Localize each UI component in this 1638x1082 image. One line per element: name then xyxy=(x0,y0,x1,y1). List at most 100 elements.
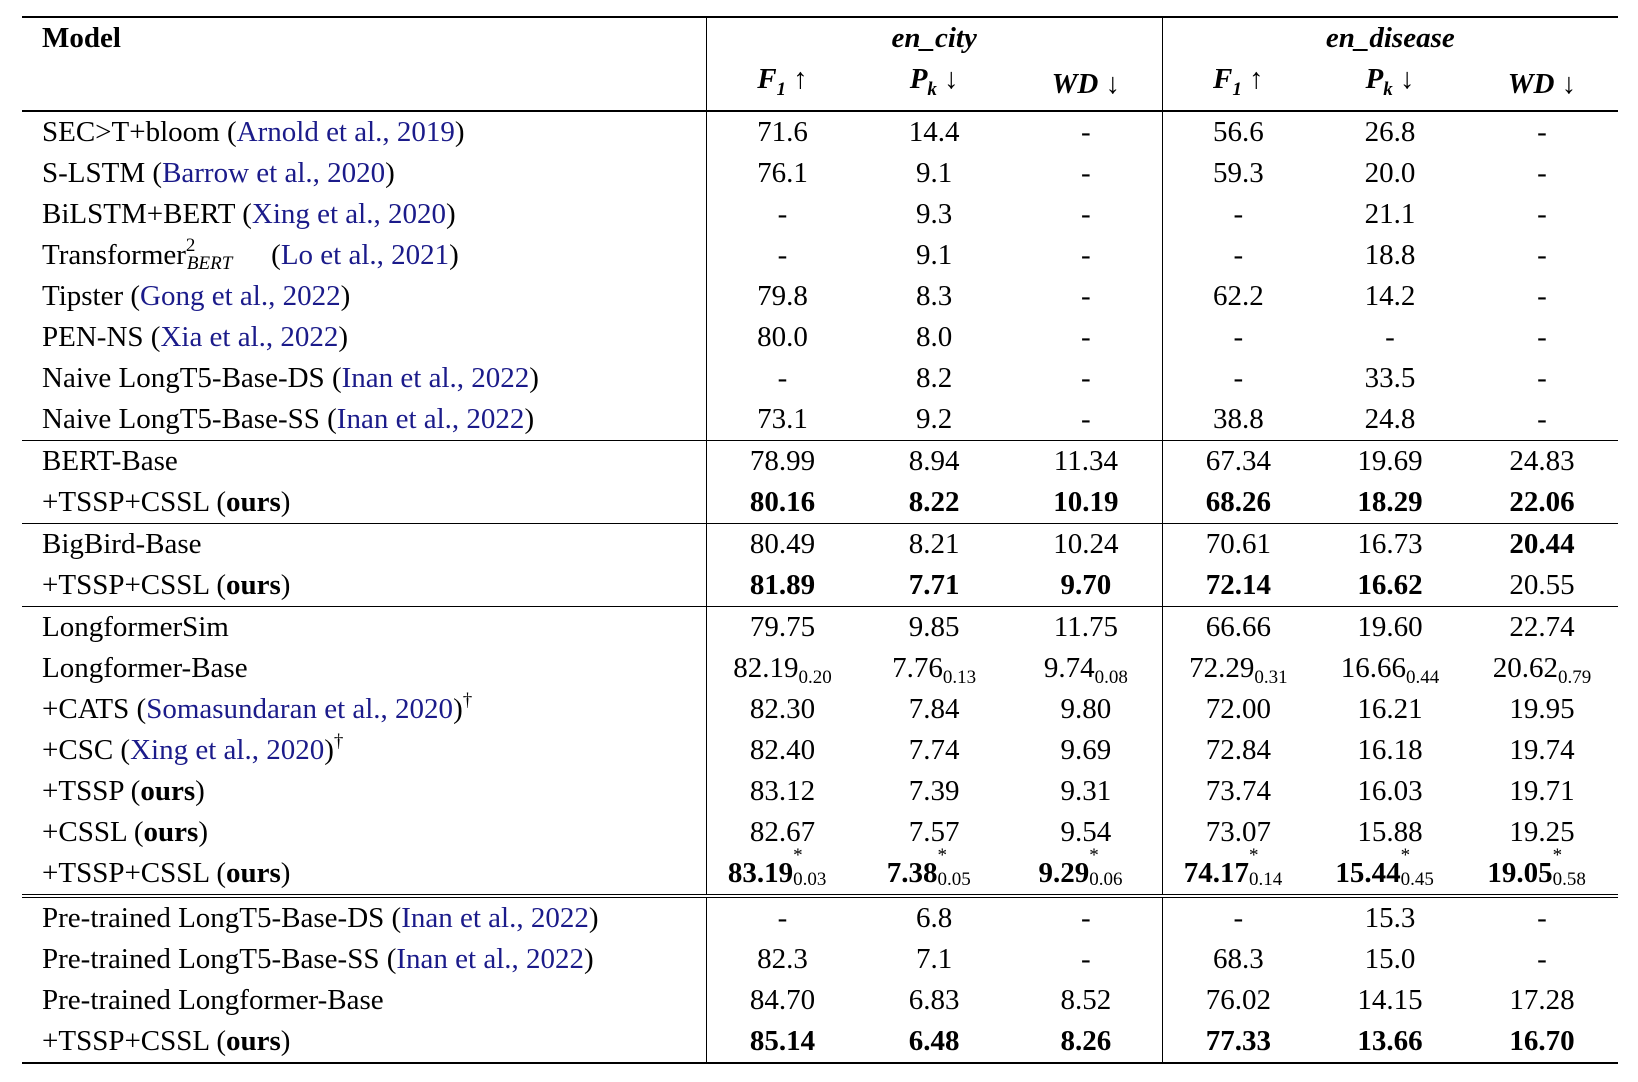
value-cell: - xyxy=(1465,893,1618,939)
value-cell: 7.57 xyxy=(858,812,1010,853)
value-cell: 62.2 xyxy=(1161,275,1315,317)
significance-star: * xyxy=(793,844,803,866)
std-value: 0.06 xyxy=(1089,868,1123,890)
model-name: Pre-trained Longformer-Base xyxy=(42,983,384,1016)
value: 11.75 xyxy=(1053,610,1118,643)
value: 18.8 xyxy=(1364,238,1416,271)
value: 9.2 xyxy=(916,402,953,435)
model-name-cell: BigBird-Base xyxy=(22,522,707,565)
value: 16.70 xyxy=(1509,1024,1575,1057)
value-cell: - xyxy=(705,357,859,399)
value-cell: 77.33 xyxy=(1161,1020,1315,1064)
value-cell: 72.14 xyxy=(1161,564,1315,607)
citation-link: Gong et al., 2022 xyxy=(140,279,341,312)
value: 9.3 xyxy=(916,197,953,230)
value-cell: 15.44 * 0.45 xyxy=(1314,846,1466,896)
value-cell: 73.74 xyxy=(1161,770,1315,812)
model-name-cell: +TSSP+CSSL (ours) xyxy=(42,485,291,518)
value: 22.06 xyxy=(1509,485,1575,518)
citation-link: Inan et al., 2022 xyxy=(341,361,530,394)
value: 9.1 xyxy=(916,238,953,271)
value: 7.39 xyxy=(908,774,960,807)
table-row: Transformer 2 BERT (Lo et al., 2021) - 9.1 - -… xyxy=(22,234,1618,276)
table-row: +CSC (Xing et al., 2020)† 82.40 7.74 9.69 72… xyxy=(22,729,1618,771)
value-cell: 68.26 xyxy=(1161,481,1315,524)
value: 72.84 xyxy=(1205,733,1271,766)
value-cell: 14.2 xyxy=(1314,276,1466,317)
value-cell: 10.19 xyxy=(1010,482,1162,524)
table-row: +TSSP+CSSL (ours) 80.16 8.22 10.19 68.26 18.2… xyxy=(22,481,1618,524)
metric-subscript: k xyxy=(927,78,937,100)
value: 9.74 xyxy=(1043,651,1095,684)
value-cell: 80.0 xyxy=(705,316,859,358)
metric-arrow: ↓ xyxy=(1561,67,1577,100)
value-cell: - xyxy=(1466,939,1618,980)
value: 59.3 xyxy=(1212,156,1264,189)
citation-link: Inan et al., 2022 xyxy=(401,901,589,934)
value-cell: 19.74 xyxy=(1466,730,1618,771)
value-cell: 9.85 xyxy=(858,605,1011,648)
model-name-cell: Naive LongT5-Base-SS (Inan et al., 2022) xyxy=(42,402,535,435)
value: 19.95 xyxy=(1509,692,1575,725)
value: - xyxy=(1537,115,1547,148)
value: 6.48 xyxy=(908,1024,960,1057)
value-cell: 8.21 xyxy=(858,522,1011,565)
value: 8.2 xyxy=(916,361,953,394)
value: 19.60 xyxy=(1357,610,1423,643)
value: 56.6 xyxy=(1212,115,1264,148)
value: 11.34 xyxy=(1053,444,1118,477)
value: 9.54 xyxy=(1060,815,1112,848)
value-cell: 22.06 xyxy=(1466,482,1618,524)
header-row-metrics: F1 ↑ Pk ↓ WD ↓ F1 ↑ Pk ↓ WD ↓ xyxy=(22,59,1618,111)
value-cell: - xyxy=(1314,317,1466,358)
ours-label: ours xyxy=(225,1024,281,1057)
value: 81.89 xyxy=(749,568,816,601)
model-name-cell: S-LSTM (Barrow et al., 2020) xyxy=(42,156,395,189)
value-cell: - xyxy=(1161,234,1315,276)
metric-header: Pk ↓ xyxy=(858,59,1010,111)
table-row: Naive LongT5-Base-SS (Inan et al., 2022)… xyxy=(22,398,1618,441)
value: - xyxy=(1537,320,1547,353)
table-row: +CSSL (ours) 82.67 7.57 9.54 73.07 15.88 19.25 xyxy=(22,811,1618,853)
value-cell: 15.0 xyxy=(1314,939,1466,980)
model-name-cell: Pre-trained LongT5-Base-DS (Inan et al.,… xyxy=(22,893,707,939)
model-name: SEC>T+bloom xyxy=(42,115,220,148)
model-name: S-LSTM xyxy=(42,156,146,189)
value-cell: - xyxy=(1010,358,1162,399)
table-row: Naive LongT5-Base-DS (Inan et al., 2022)… xyxy=(22,357,1618,399)
value-cell: 19.60 xyxy=(1314,605,1466,648)
metric-header: WD ↓ xyxy=(1466,59,1618,111)
citation-link: Xing et al., 2020 xyxy=(251,197,446,230)
model-name-cell: Pre-trained Longformer-Base xyxy=(22,980,706,1021)
value-cell: 6.8 xyxy=(858,893,1011,939)
significance-star: * xyxy=(1552,844,1563,866)
value: 8.52 xyxy=(1060,983,1112,1016)
value: 79.75 xyxy=(749,610,816,643)
table-row: +TSSP+CSSL (ours) 83.19 * 0.03 7.38 * 0.05 9.29… xyxy=(22,846,1618,896)
model-name-cell: +TSSP (ours) xyxy=(42,774,205,807)
value: 18.29 xyxy=(1357,485,1423,518)
value-cell: 9.80 xyxy=(1010,689,1162,730)
value-cell: 14.4 xyxy=(858,109,1011,153)
value: - xyxy=(1537,279,1547,312)
value-cell: - xyxy=(705,893,859,939)
value-cell: 70.61 xyxy=(1161,522,1315,565)
std-value: 0.31 xyxy=(1254,666,1288,688)
citation-link: Somasundaran et al., 2020 xyxy=(146,692,454,725)
value: 16.03 xyxy=(1357,774,1423,807)
std-value: 0.14 xyxy=(1248,868,1283,890)
header-row-groups: Model en_city en_disease xyxy=(22,16,1618,111)
std-value: 0.05 xyxy=(937,868,971,890)
significance-star: * xyxy=(1248,844,1259,866)
value-cell: - xyxy=(1010,194,1162,235)
value-cell: 82.40 xyxy=(705,729,859,771)
value-cell: 19.05 * 0.58 xyxy=(1466,846,1618,896)
ours-label: ours xyxy=(143,815,199,848)
metric-subscript: 1 xyxy=(1232,78,1242,100)
value: 9.80 xyxy=(1060,692,1112,725)
model-name: Naive LongT5-Base-DS xyxy=(42,361,325,394)
value: 78.99 xyxy=(749,444,816,477)
value: 19.71 xyxy=(1509,774,1575,807)
model-name-cell: Tipster (Gong et al., 2022) xyxy=(42,279,351,312)
dagger-mark: † xyxy=(333,730,344,752)
